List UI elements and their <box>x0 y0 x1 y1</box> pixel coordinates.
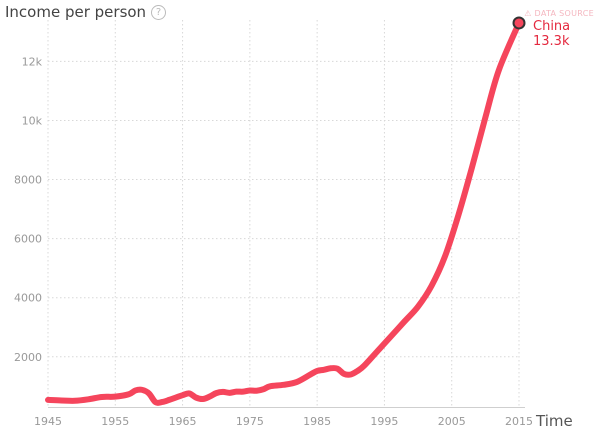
series-line-china[interactable] <box>45 19 522 406</box>
x-tick-label: 1945 <box>34 415 62 428</box>
x-tick-label: 2015 <box>505 415 533 428</box>
data-source-link[interactable]: ⚠ DATA SOURCE <box>524 9 594 18</box>
grid-lines <box>47 20 520 407</box>
x-tick-label: 1995 <box>370 415 398 428</box>
x-tick-label: 1985 <box>303 415 331 428</box>
x-tick-label: 2005 <box>438 415 466 428</box>
x-tick-label: 1955 <box>101 415 129 428</box>
y-tick-label: 6000 <box>14 233 42 246</box>
x-tick-labels: 1945 1955 1965 1975 1985 1995 2005 2015 <box>34 415 533 428</box>
help-icon[interactable]: ? <box>151 5 167 20</box>
end-point-marker[interactable] <box>512 16 526 30</box>
x-tick-label: 1965 <box>169 415 197 428</box>
y-tick-label: 12k <box>22 55 43 68</box>
y-tick-label: 4000 <box>14 292 42 305</box>
x-axis-label[interactable]: Time <box>536 412 573 430</box>
y-tick-label: 2000 <box>14 351 42 364</box>
y-tick-label: 10k <box>22 114 43 127</box>
y-tick-label: 8000 <box>14 174 42 187</box>
end-value-label: China 13.3k <box>533 19 571 49</box>
x-tick-label: 1975 <box>236 415 264 428</box>
y-axis-label: Income per person? <box>5 3 167 21</box>
y-tick-labels: 2000 4000 6000 8000 10k 12k <box>14 55 43 363</box>
